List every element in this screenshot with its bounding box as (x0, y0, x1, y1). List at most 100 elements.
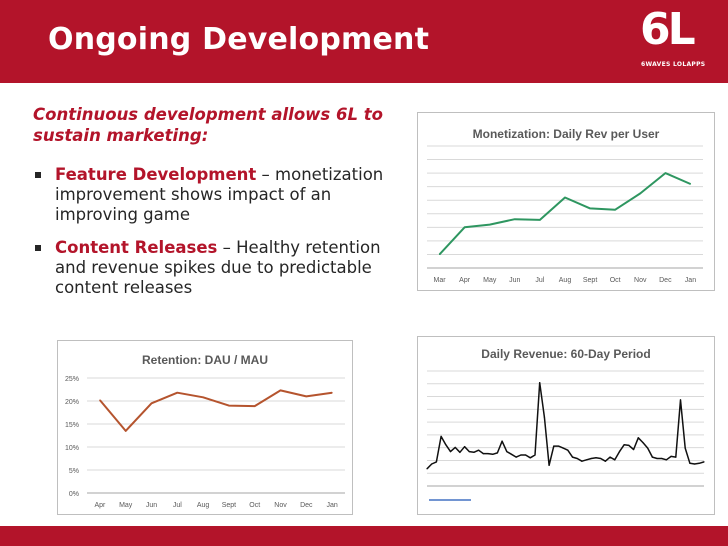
revenue-data-point (604, 460, 607, 462)
retention-x-tick-label: Oct (249, 502, 260, 509)
bullet-square-icon (35, 172, 41, 178)
revenue-data-point (459, 451, 461, 453)
revenue-data-point (534, 454, 536, 456)
monetization-frame (417, 112, 715, 291)
company-logo: 6L (640, 4, 696, 55)
monetization-chart: Monetization: Daily Rev per User Mar Apr Ma… (417, 112, 715, 291)
monetization-x-tick-label: Sept (583, 277, 597, 284)
revenue-data-point (623, 444, 625, 446)
retention-x-tick-label: Jun (146, 502, 157, 509)
bullet-square-icon (35, 245, 41, 251)
revenue-data-point (548, 464, 550, 466)
monetization-x-tick-label: Dec (659, 277, 672, 284)
revenue-data-point (576, 457, 578, 460)
revenue-data-point (426, 468, 428, 470)
bullet-term: Content Releases (55, 238, 218, 257)
retention-x-tick-label: Jan (326, 502, 337, 509)
revenue-data-point (515, 456, 517, 458)
retention-x-tick-label: Nov (274, 502, 287, 509)
revenue-data-point (468, 450, 470, 453)
retention-y-tick-label: 15% (65, 422, 79, 429)
revenue-data-point (581, 460, 583, 462)
revenue-data-point (684, 447, 686, 449)
monetization-data-point (489, 224, 491, 226)
revenue-data-point (501, 440, 503, 442)
monetization-x-tick-label: Jun (509, 277, 520, 284)
monetization-x-tick-label: Mar (434, 277, 447, 284)
retention-data-point (150, 402, 153, 404)
revenue-data-point (689, 462, 691, 464)
retention-x-tick-label: Aug (197, 502, 210, 509)
revenue-data-point (449, 450, 452, 453)
revenue-data-point (694, 463, 696, 465)
page-title: Ongoing Development (48, 22, 430, 57)
retention-data-point (125, 430, 127, 432)
monetization-data-point (689, 183, 692, 185)
revenue-data-point (482, 453, 484, 455)
revenue-data-point (661, 457, 663, 460)
bullet-text: – monetization improvement shows impact … (55, 165, 384, 224)
revenue-data-point (703, 461, 705, 463)
revenue-data-point (651, 456, 653, 458)
retention-data-point (331, 392, 333, 394)
revenue-data-point (614, 459, 616, 461)
revenue-data-point (586, 459, 588, 461)
retention-x-tick-label: Apr (94, 502, 106, 509)
revenue-data-point (440, 435, 442, 438)
monetization-data-point (589, 207, 591, 209)
monetization-data-point (639, 192, 641, 195)
retention-chart: Retention: DAU / MAU 0% 5% 10% 15% 20% 25% Apr M… (57, 340, 353, 515)
revenue-data-point (642, 442, 644, 444)
retention-x-tick-label: Jul (173, 502, 182, 509)
retention-data-point (176, 392, 178, 394)
revenue-data-point (529, 457, 531, 459)
retention-title: Retention: DAU / MAU (142, 353, 268, 367)
intro-text: Continuous development allows 6L to sust… (33, 104, 403, 146)
revenue-data-point (665, 459, 668, 461)
retention-y-tick-label: 5% (69, 468, 79, 475)
monetization-x-tick-label: Nov (634, 277, 647, 284)
revenue-data-point (557, 445, 560, 447)
monetization-x-tick-label: Oct (610, 277, 621, 284)
retention-data-point (279, 389, 282, 392)
revenue-data-point (487, 453, 489, 455)
monetization-x-tick-label: Apr (459, 277, 471, 284)
revenue-data-point (675, 456, 677, 458)
monetization-data-point (464, 226, 466, 228)
retention-data-point (99, 399, 101, 401)
revenue-data-point (595, 457, 597, 459)
intro-line-2: sustain marketing: (33, 126, 209, 145)
company-logo-subtitle: 6WAVES LOLAPPS (641, 61, 706, 68)
revenue-data-point (539, 382, 541, 384)
bullet-text: – Healthy retention and revenue spikes d… (55, 238, 381, 297)
revenue-frame (417, 336, 715, 515)
monetization-data-point (564, 196, 566, 199)
revenue-data-point (543, 416, 545, 418)
monetization-x-tick-label: May (483, 277, 497, 284)
footer-bar (0, 526, 728, 546)
revenue-title: Daily Revenue: 60-Day Period (481, 347, 650, 361)
revenue-data-point (506, 450, 508, 453)
retention-x-tick-label: May (119, 502, 133, 509)
retention-x-tick-label: Dec (300, 502, 313, 509)
revenue-chart: Daily Revenue: 60-Day Period (417, 336, 715, 515)
revenue-data-point (445, 444, 447, 446)
bullet-list: Feature Development – monetization impro… (33, 165, 413, 311)
revenue-data-point (492, 453, 494, 455)
revenue-data-point (496, 452, 499, 454)
monetization-x-tick-label: Jul (535, 277, 544, 284)
revenue-data-point (510, 453, 513, 455)
retention-y-tick-label: 25% (65, 376, 79, 383)
monetization-data-point (514, 218, 516, 220)
revenue-data-point (454, 446, 456, 449)
revenue-chart-svg: Daily Revenue: 60-Day Period (417, 336, 715, 515)
revenue-data-point (670, 455, 672, 457)
retention-data-point (202, 396, 204, 398)
bullet-item: Content Releases – Healthy retention and… (33, 238, 413, 298)
retention-chart-svg: Retention: DAU / MAU 0% 5% 10% 15% 20% 25% Apr M… (57, 340, 353, 515)
revenue-data-point (431, 463, 433, 465)
revenue-data-point (600, 457, 602, 460)
revenue-data-point (473, 451, 475, 453)
revenue-data-point (698, 462, 700, 464)
revenue-data-point (571, 456, 574, 458)
